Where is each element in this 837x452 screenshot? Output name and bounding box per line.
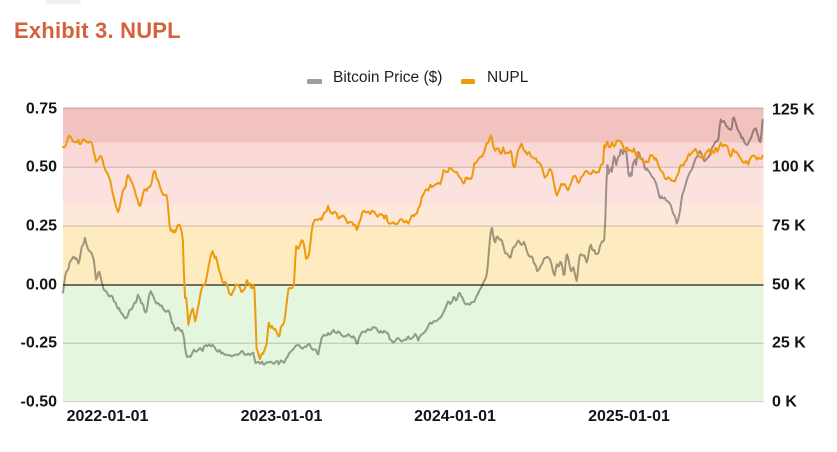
svg-text:0.75: 0.75 [26,101,57,118]
svg-text:-0.50: -0.50 [21,394,58,411]
svg-text:50 K: 50 K [772,277,806,294]
svg-text:75 K: 75 K [772,218,806,235]
svg-text:0.25: 0.25 [26,218,57,235]
svg-text:25 K: 25 K [772,335,806,352]
svg-text:-0.25: -0.25 [21,335,58,352]
svg-text:2022-01-01: 2022-01-01 [67,408,149,425]
svg-text:125 K: 125 K [772,102,815,119]
svg-text:2025-01-01: 2025-01-01 [588,408,670,425]
svg-text:2024-01-01: 2024-01-01 [414,408,496,425]
svg-text:0.00: 0.00 [26,277,57,294]
svg-text:0.50: 0.50 [26,159,57,176]
svg-text:2023-01-01: 2023-01-01 [241,408,323,425]
svg-text:0 K: 0 K [772,394,797,411]
svg-text:100 K: 100 K [772,159,815,176]
